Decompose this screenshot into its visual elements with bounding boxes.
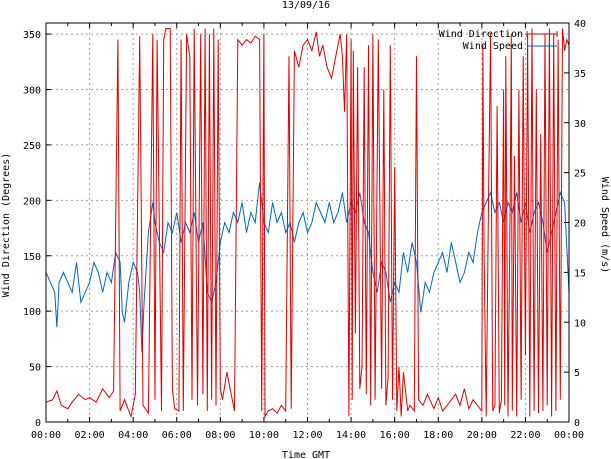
- x-tick-label: 08:00: [205, 430, 235, 441]
- y-left-tick-label: 50: [29, 363, 41, 374]
- wind-direction-series-line: [45, 28, 570, 419]
- y-left-tick-label: 0: [35, 418, 41, 429]
- x-tick-label: 20:00: [467, 430, 497, 441]
- legend-label-wind-direction: Wind Direction: [439, 29, 523, 40]
- wind-speed-series-line: [45, 182, 570, 353]
- x-tick-label: 22:00: [510, 430, 540, 441]
- x-tick-label: 00:00: [31, 430, 61, 441]
- y-right-tick-label: 35: [574, 69, 586, 80]
- legend-label-wind-speed: Wind Speed: [463, 41, 523, 52]
- y-left-tick-label: 350: [23, 30, 41, 41]
- x-tick-label: 00:00: [554, 430, 584, 441]
- y-right-tick-label: 0: [574, 418, 580, 429]
- y-right-tick-label: 10: [574, 318, 586, 329]
- y-right-tick-label: 15: [574, 268, 586, 279]
- y-right-tick-label: 25: [574, 169, 586, 180]
- y-right-tick-label: 20: [574, 219, 586, 230]
- x-tick-label: 16:00: [380, 430, 410, 441]
- chart-title: 13/09/16: [282, 0, 330, 11]
- x-tick-label: 06:00: [162, 430, 192, 441]
- x-tick-label: 02:00: [75, 430, 105, 441]
- legend: Wind Direction Wind Speed: [439, 29, 558, 52]
- plot-frame: [45, 22, 570, 423]
- series-layer: [45, 28, 570, 419]
- x-tick-label: 14:00: [336, 430, 366, 441]
- y-right-tick-label: 40: [574, 19, 586, 30]
- x-axis-label: Time GMT: [282, 450, 330, 459]
- y-left-tick-label: 150: [23, 252, 41, 263]
- x-tick-label: 18:00: [423, 430, 453, 441]
- x-tick-label: 10:00: [249, 430, 279, 441]
- axis-ticks: 00:00 02:00 04:00 06:00 08:00 10:00 12:00 14:00…: [23, 19, 586, 441]
- y-right-tick-label: 30: [574, 119, 586, 130]
- y-left-tick-label: 100: [23, 307, 41, 318]
- y-left-tick-label: 300: [23, 86, 41, 97]
- y-right-axis-label: Wind Speed (m/s): [599, 177, 610, 273]
- y-left-axis-label: Wind Direction (Degrees): [1, 153, 12, 298]
- y-right-tick-label: 5: [574, 368, 580, 379]
- x-tick-label: 04:00: [118, 430, 148, 441]
- y-left-tick-label: 200: [23, 196, 41, 207]
- y-left-tick-label: 250: [23, 141, 41, 152]
- x-tick-label: 12:00: [292, 430, 322, 441]
